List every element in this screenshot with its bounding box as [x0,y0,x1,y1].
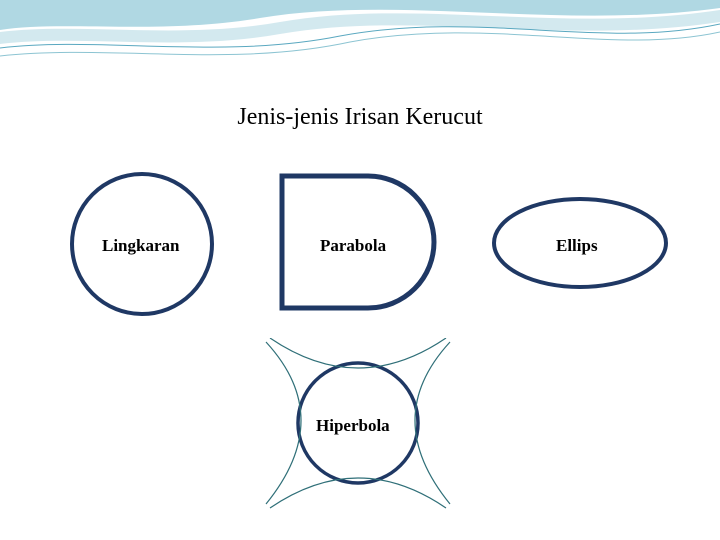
hiperbola-arc-right [415,342,450,504]
ellips-label: Ellips [556,236,598,256]
parabola-label: Parabola [320,236,386,256]
hiperbola-label: Hiperbola [316,416,390,436]
lingkaran-label: Lingkaran [102,236,179,256]
slide-title: Jenis-jenis Irisan Kerucut [0,104,720,131]
hiperbola-arc-left [266,342,301,504]
header-wave [0,0,720,80]
